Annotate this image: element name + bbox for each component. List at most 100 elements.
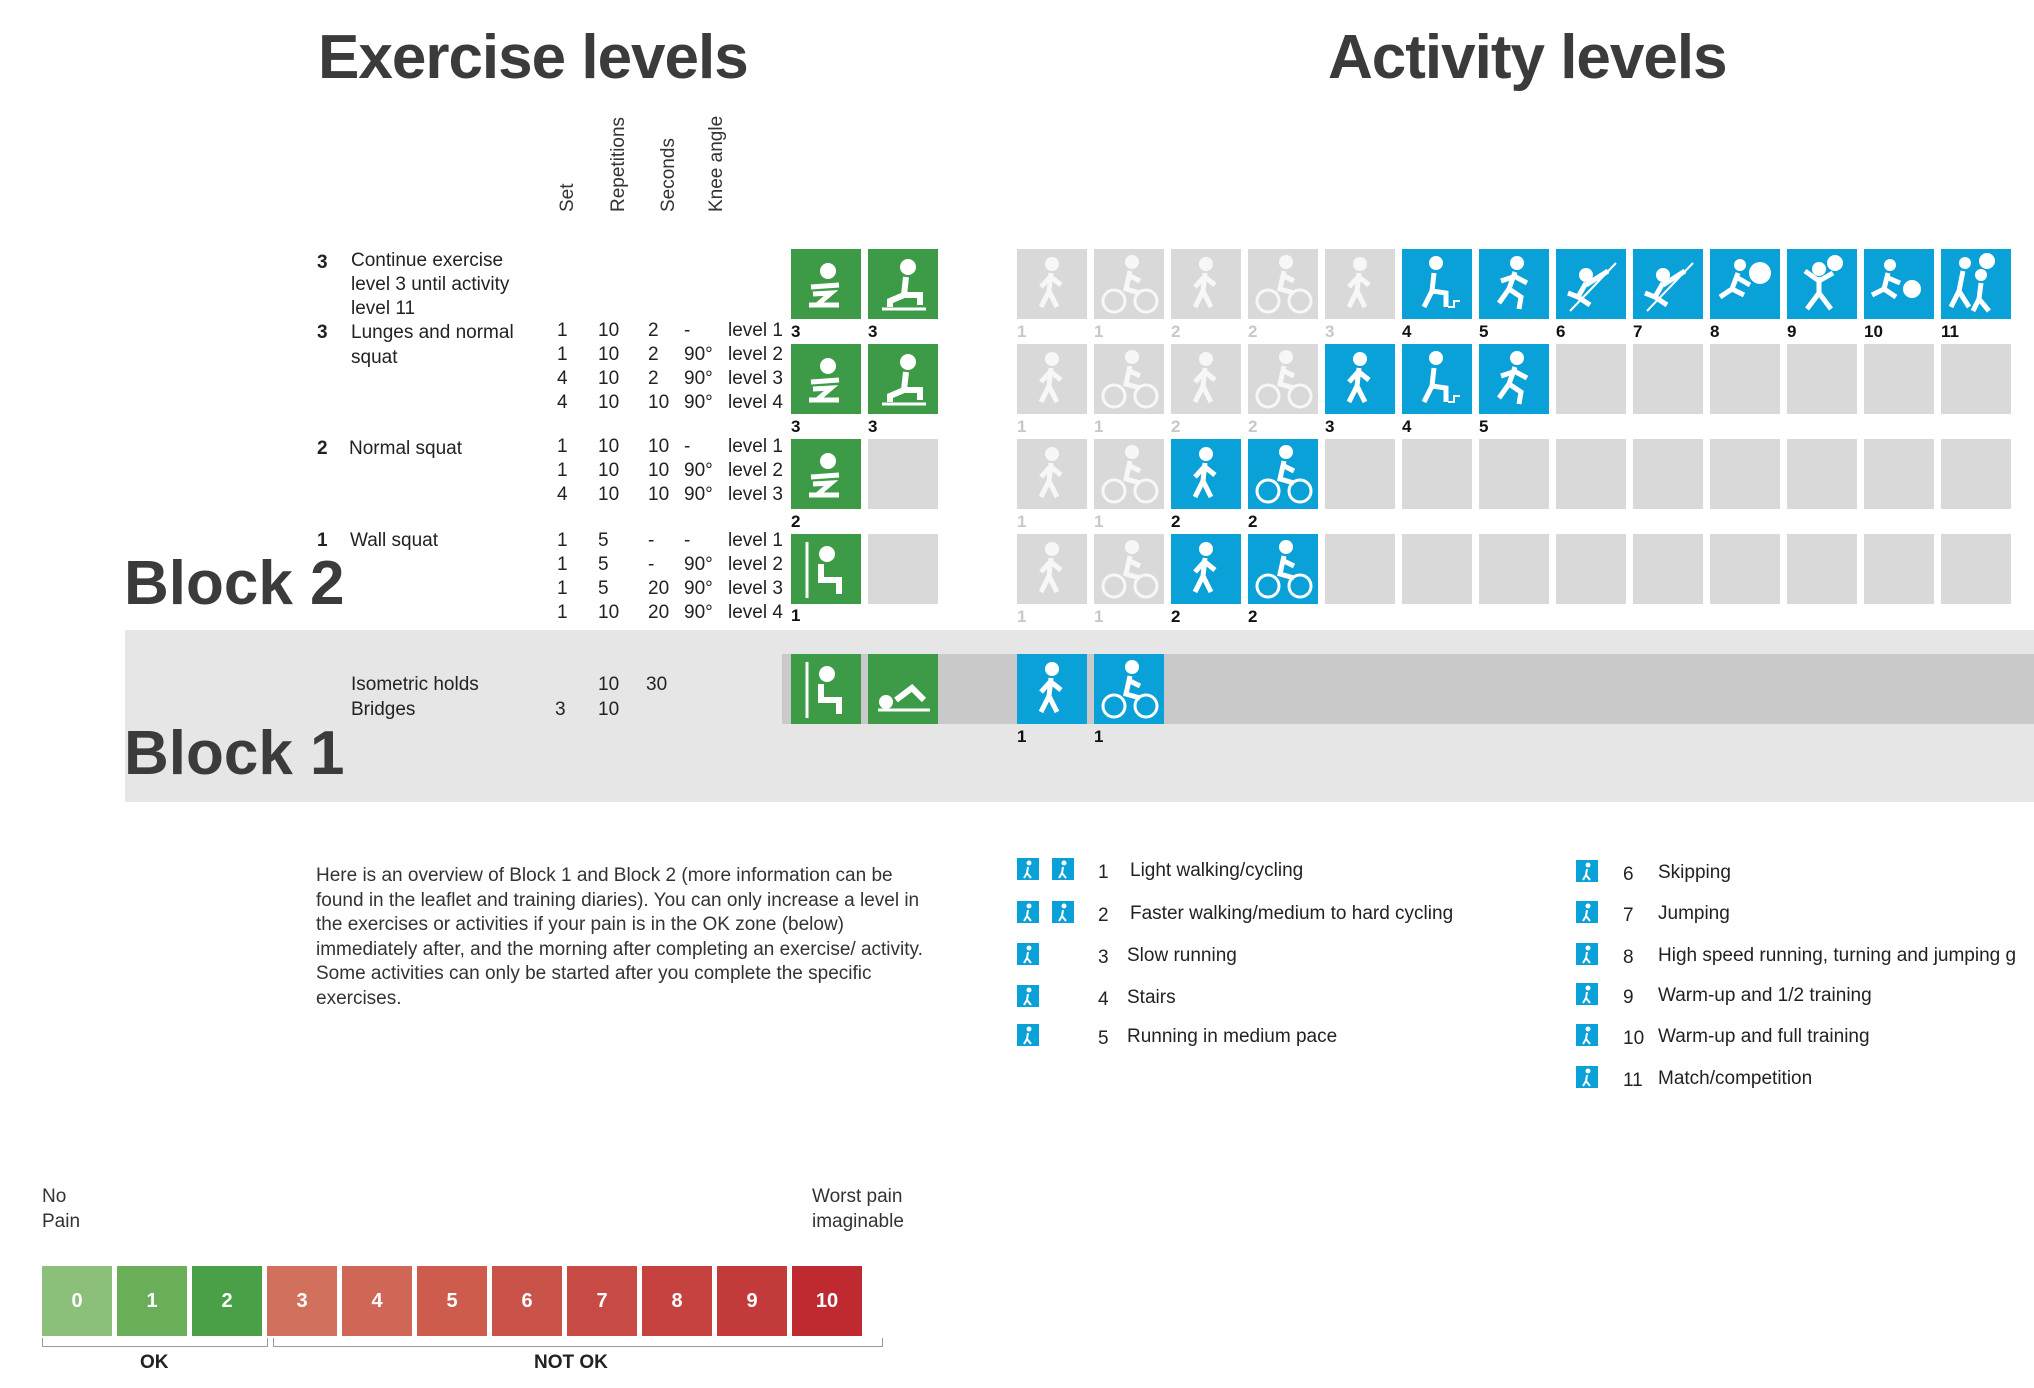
jumping-icon [1576,901,1598,923]
reps-value: 10 [598,344,620,365]
seconds-value: 2 [648,320,659,341]
activity-tile [1633,249,1703,319]
activity-tile [1094,439,1164,509]
empty-activity-tile [1941,344,2011,414]
cycling-icon [1101,255,1159,314]
activity-tile [1710,249,1780,319]
skipping-icon [1644,262,1694,312]
empty-activity-tile [1941,439,2011,509]
activity-tile [1864,249,1934,319]
activity-tile [1017,344,1087,414]
legend-number: 8 [1623,947,1634,968]
empty-activity-tile [1864,344,1934,414]
empty-activity-tile [1325,534,1395,604]
activity-tile [1017,534,1087,604]
run-icon [1017,1024,1039,1046]
activity-tile [1017,439,1087,509]
cycling-icon [1255,350,1313,409]
empty-activity-tile [1710,344,1780,414]
activity-tile-number: 1 [1017,607,1027,626]
activity-levels-title: Activity levels [1328,23,1728,92]
seconds-value: 20 [648,602,670,623]
lunge-icon [882,354,926,406]
walking-icon [1038,257,1063,309]
walking-icon [1192,352,1217,404]
cycling-icon [1101,540,1159,599]
set-value: 4 [557,484,568,505]
activity-tile [1941,249,2011,319]
bridge-icon [878,684,930,712]
set-value: 4 [557,368,568,389]
pain-level-box: 7 [567,1266,637,1336]
legend-number: 9 [1623,987,1634,1008]
seconds-value: - [648,530,655,551]
walking-icon [1038,662,1063,714]
seconds-value: 2 [648,344,659,365]
activity-tile [1094,654,1164,724]
legend-label: High speed running, turning and jumping … [1658,945,2017,966]
empty-activity-tile [1402,534,1472,604]
activity-tile [1248,249,1318,319]
lunge-exercise-tile [868,249,938,319]
pain-level-box: 9 [717,1266,787,1336]
activity-tile-number: 2 [1171,607,1181,626]
legend-label: Warm-up and full training [1658,1026,1870,1047]
knee-angle-value: 90° [684,344,713,365]
set-value: 1 [557,436,568,457]
legend-label: Light walking/cycling [1130,860,1304,881]
reps-value: 10 [598,436,620,457]
level-label: level 3 [728,484,783,505]
activity-tile [1556,249,1626,319]
sprint-icon [1576,943,1598,965]
reps-value: 10 [598,368,620,389]
cycling-icon [1255,255,1313,314]
reps-value: 10 [598,460,620,481]
knee-angle-value: 90° [684,484,713,505]
exercise-name: Wall squat [350,530,438,551]
set-value: 1 [557,460,568,481]
activity-tile [1017,249,1087,319]
activity-tile-number: 2 [1248,417,1258,436]
activity-tile-number: 8 [1710,322,1720,341]
legend-number: 1 [1098,862,1109,883]
empty-activity-tile [1787,534,1857,604]
pain-level-box: 8 [642,1266,712,1336]
seconds-value: - [648,554,655,575]
empty-activity-tile [1787,344,1857,414]
activity-tile-number: 5 [1479,417,1489,436]
activity-tile-number: 4 [1402,322,1412,341]
match-icon [1576,1066,1598,1088]
empty-activity-tile [1556,534,1626,604]
block1-reps: 10 [598,674,620,695]
reps-value: 5 [598,554,609,575]
reps-value: 5 [598,530,609,551]
walking-icon [1346,257,1371,309]
pain-level-box: 5 [417,1266,487,1336]
legend-number: 11 [1623,1070,1643,1091]
empty-activity-tile [1864,439,1934,509]
header-knee-angle: Knee angle [706,115,727,212]
activity-tile-number: 1 [1017,727,1027,746]
exercise-level-number: 3 [317,252,328,273]
reps-value: 5 [598,578,609,599]
exercise-tile-number: 3 [868,417,878,436]
empty-activity-tile [1479,534,1549,604]
legend-number: 2 [1098,905,1109,926]
activity-tile-number: 2 [1248,607,1258,626]
activity-tile-number: 1 [1094,607,1104,626]
squat-icon [809,453,840,498]
block1-exercise-name: Isometric holds [351,674,479,695]
activity-tile-number: 1 [1094,417,1104,436]
walk-cycle-icon [1052,858,1074,880]
activity-tile-number: 1 [1094,512,1104,531]
knee-angle-value: - [684,320,691,341]
empty-activity-tile [1864,534,1934,604]
pain-level-box: 0 [42,1266,112,1336]
empty-activity-tile [1633,439,1703,509]
activity-tile-number: 3 [1325,417,1335,436]
empty-activity-tile [1633,344,1703,414]
pain-level-box: 6 [492,1266,562,1336]
knee-angle-value: 90° [684,578,713,599]
activity-tile-number: 1 [1017,322,1027,341]
block1-set: 3 [555,699,566,720]
